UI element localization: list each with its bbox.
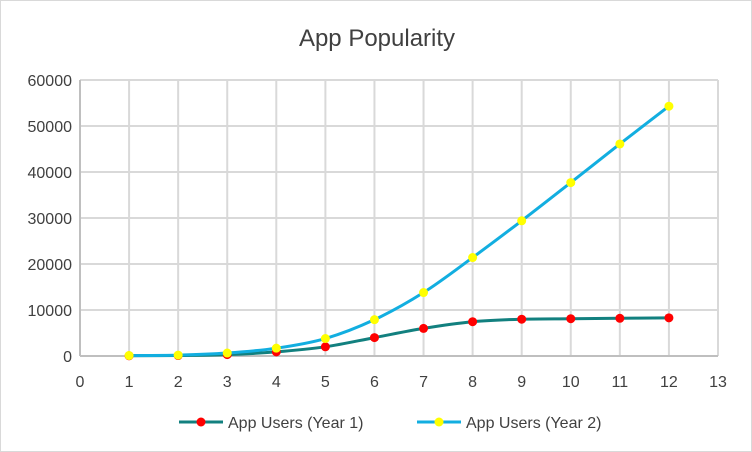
- data-point: [566, 314, 576, 324]
- y-tick-label: 10000: [28, 303, 73, 320]
- x-tick-label: 9: [517, 374, 526, 391]
- x-tick-label: 12: [660, 374, 678, 391]
- data-point: [369, 333, 379, 343]
- series-line-1: [129, 316, 669, 358]
- x-tick-label: 5: [321, 374, 330, 391]
- data-point: [615, 313, 625, 323]
- chart-title: App Popularity: [299, 25, 455, 52]
- legend-marker: [196, 417, 206, 427]
- y-tick-label: 40000: [28, 165, 73, 182]
- data-point: [222, 348, 232, 358]
- y-tick-label: 60000: [28, 73, 73, 90]
- data-point: [320, 334, 330, 344]
- data-point: [369, 315, 379, 325]
- data-point: [468, 317, 478, 327]
- x-tick-label: 6: [370, 374, 379, 391]
- legend-label: App Users (Year 1): [228, 415, 363, 432]
- y-tick-label: 20000: [28, 257, 73, 274]
- x-tick-label: 8: [468, 374, 477, 391]
- x-tick-label: 10: [562, 374, 580, 391]
- data-point: [664, 313, 674, 323]
- x-tick-label: 7: [419, 374, 428, 391]
- x-tick-label: 4: [272, 374, 281, 391]
- y-tick-label: 30000: [28, 211, 73, 228]
- x-tick-label: 1: [125, 374, 134, 391]
- data-point: [124, 351, 134, 361]
- x-tick-label: 3: [223, 374, 232, 391]
- data-point: [566, 178, 576, 188]
- y-tick-label: 0: [63, 349, 72, 366]
- y-tick-label: 50000: [28, 119, 73, 136]
- x-tick-label: 13: [709, 374, 727, 391]
- data-point: [419, 323, 429, 333]
- data-point: [517, 314, 527, 324]
- data-point: [517, 216, 527, 226]
- legend-label: App Users (Year 2): [466, 415, 601, 432]
- data-point: [664, 101, 674, 111]
- data-point: [173, 350, 183, 360]
- x-tick-label: 11: [612, 374, 629, 391]
- legend-marker: [434, 417, 444, 427]
- x-tick-label: 0: [76, 374, 85, 391]
- data-point: [419, 288, 429, 298]
- x-tick-label: 2: [174, 374, 183, 391]
- data-point: [271, 343, 281, 353]
- data-point: [468, 253, 478, 263]
- data-point: [615, 139, 625, 149]
- data-point: [320, 342, 330, 352]
